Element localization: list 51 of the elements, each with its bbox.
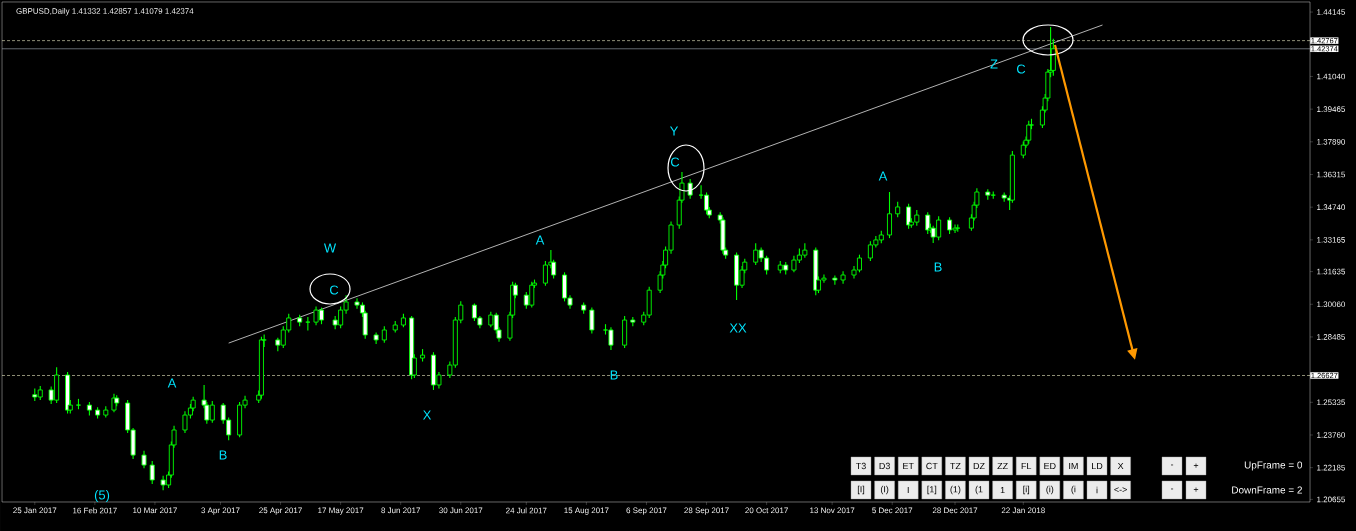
annotation: LD	[1092, 462, 1103, 470]
annotation: B	[934, 262, 942, 272]
annotation: T3	[855, 462, 866, 470]
annotation: +	[1193, 487, 1199, 492]
annotation: FL	[1021, 462, 1032, 470]
candlestick	[542, 260, 548, 287]
annotation: B	[219, 450, 227, 460]
annotation: ET	[903, 462, 914, 470]
annotation: 1	[1000, 486, 1005, 494]
annotation: -	[1170, 488, 1174, 490]
annotation: A	[167, 378, 177, 388]
candlestick	[149, 460, 155, 485]
annotation: +	[1193, 463, 1199, 468]
annotation: A	[878, 171, 888, 181]
annotation: IM	[1069, 462, 1078, 470]
annotation: DZ	[973, 462, 985, 470]
annotation: DownFrame = 2	[1232, 486, 1302, 494]
annotation: D3	[879, 462, 890, 470]
annotation: UpFrame = 0	[1244, 461, 1303, 471]
annotation: [I]	[857, 485, 865, 495]
annotation: TZ	[950, 462, 961, 470]
annotation: (5)	[94, 489, 110, 503]
annotation: Y	[669, 126, 679, 136]
candlestick	[589, 307, 595, 335]
annotation: (1	[975, 485, 983, 495]
candlestick	[832, 274, 838, 286]
annotation: <->	[1114, 487, 1127, 492]
annotation: i	[1096, 486, 1098, 494]
annotation: ED	[1044, 462, 1056, 470]
annotation: C	[670, 157, 680, 167]
annotation: [1]	[927, 485, 937, 495]
annotation: (i)	[1046, 485, 1054, 495]
annotation: -	[1170, 464, 1174, 466]
annotation: X	[422, 410, 432, 420]
candlestick	[305, 316, 311, 331]
annotation: (1)	[950, 485, 961, 495]
annotation: W	[323, 243, 337, 253]
annotation: C	[329, 285, 339, 295]
annotation: Z	[990, 59, 998, 69]
annotation: XX	[729, 323, 747, 333]
annotation: ZZ	[997, 462, 1008, 470]
annotation: X	[1117, 462, 1124, 470]
annotation: A	[535, 235, 545, 245]
annotation: I	[907, 486, 909, 494]
annotation: C	[1016, 64, 1026, 74]
annotation: CT	[926, 462, 938, 470]
annotation: (i	[1071, 485, 1076, 495]
annotation: (I)	[880, 485, 889, 495]
candlestick	[887, 191, 892, 239]
annotation: [i]	[1023, 485, 1030, 495]
annotation: B	[610, 370, 618, 380]
